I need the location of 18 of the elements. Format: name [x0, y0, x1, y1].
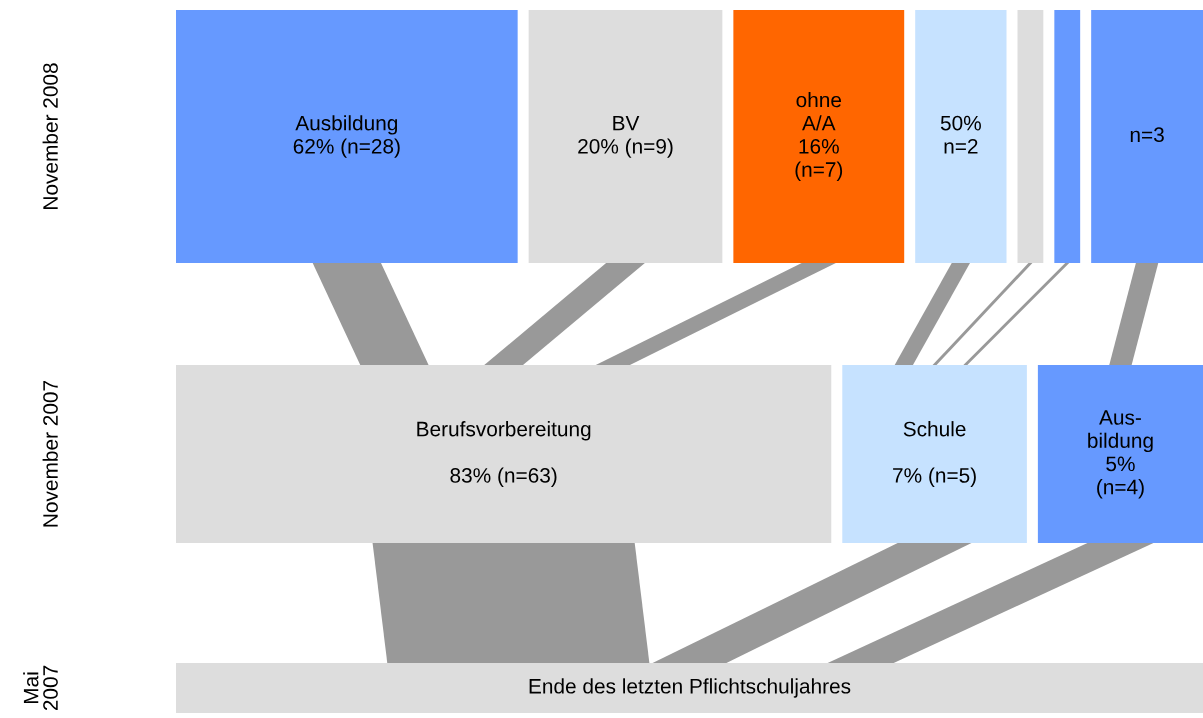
category-label: Berufsvorbereitung: [417, 421, 591, 441]
data-label: 5% (n=4): [1097, 456, 1144, 499]
category-label: ohne A/A: [796, 92, 842, 131]
data-label: 83% (n=63): [450, 467, 557, 487]
category-label: Ende des letzten Pflichtschuljahres: [529, 678, 851, 698]
data-label: 16% (n=7): [795, 138, 843, 181]
category-label: Aus- bildung: [1088, 410, 1153, 453]
data-label: 20% (n=9): [578, 138, 673, 158]
text: November 2007: [42, 380, 58, 527]
category-label: Ausbildung: [295, 115, 398, 135]
data-label: 50% n=2: [940, 115, 981, 154]
text: November 2008: [42, 63, 58, 209]
data-label: 62% (n=28): [293, 138, 400, 158]
category-label: Schule: [903, 421, 966, 437]
category-label: BV: [613, 115, 640, 131]
text: Mai 2007: [23, 665, 58, 711]
data-label: n=3: [1130, 127, 1164, 143]
data-label: 7% (n=5): [893, 467, 976, 487]
